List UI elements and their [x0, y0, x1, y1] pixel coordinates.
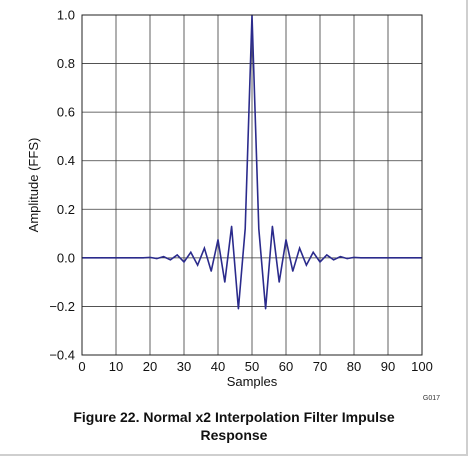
- x-tick-label: 80: [347, 359, 361, 374]
- x-tick-label: 90: [381, 359, 395, 374]
- x-tick-label: 60: [279, 359, 293, 374]
- data-point: [237, 308, 239, 310]
- data-point: [305, 264, 307, 266]
- x-axis-title: Samples: [227, 374, 278, 389]
- y-tick-label: 0.6: [57, 105, 75, 120]
- figure-code: G017: [423, 395, 440, 402]
- x-tick-label: 100: [411, 359, 433, 374]
- data-point: [278, 281, 280, 283]
- x-tick-label: 40: [211, 359, 225, 374]
- data-point: [210, 270, 212, 272]
- x-tick-label: 50: [245, 359, 259, 374]
- y-tick-label: 1.0: [57, 8, 75, 23]
- figure-caption: Figure 22. Normal x2 Interpolation Filte…: [0, 408, 468, 444]
- data-point: [394, 257, 396, 259]
- data-point: [387, 257, 389, 259]
- data-point: [149, 256, 151, 258]
- data-point: [135, 257, 137, 259]
- data-point: [129, 257, 131, 259]
- data-point: [244, 228, 246, 230]
- caption-line-1: Figure 22. Normal x2 Interpolation Filte…: [73, 409, 395, 425]
- data-point: [407, 257, 409, 259]
- data-point: [258, 228, 260, 230]
- caption-line-2: Response: [200, 427, 268, 443]
- data-point: [169, 259, 171, 261]
- x-tick-label: 20: [143, 359, 157, 374]
- x-tick-label: 70: [313, 359, 327, 374]
- data-point: [373, 257, 375, 259]
- data-point: [292, 270, 294, 272]
- data-point: [339, 256, 341, 258]
- x-tick-label: 10: [109, 359, 123, 374]
- data-point: [176, 254, 178, 256]
- data-point: [183, 261, 185, 263]
- data-point: [285, 239, 287, 241]
- data-point: [101, 257, 103, 259]
- plot-border: [81, 14, 423, 356]
- data-point: [326, 254, 328, 256]
- data-point: [122, 257, 124, 259]
- data-point: [319, 261, 321, 263]
- y-tick-label: 0.0: [57, 250, 75, 265]
- y-tick-label: 0.8: [57, 56, 75, 71]
- data-point: [299, 247, 301, 249]
- y-tick-label: −0.2: [49, 299, 75, 314]
- impulse-response-chart: 0 10 20 30 40 50 60 70 80 90 100 −0.4 −0.2 0.0 0.2 0.4 0…: [26, 8, 440, 403]
- data-point: [217, 239, 219, 241]
- data-point: [95, 257, 97, 259]
- x-tick-label: 30: [177, 359, 191, 374]
- data-point: [190, 251, 192, 253]
- data-point: [156, 257, 158, 260]
- data-point: [163, 256, 165, 258]
- y-tick-label: −0.4: [49, 348, 75, 363]
- data-point: [203, 247, 205, 249]
- y-tick-label: 0.4: [57, 153, 75, 168]
- data-point: [265, 308, 267, 310]
- data-point: [231, 225, 233, 227]
- data-point: [367, 257, 369, 259]
- x-tick-label: 0: [78, 359, 85, 374]
- data-point: [312, 251, 314, 253]
- data-point: [414, 257, 416, 259]
- data-point: [88, 257, 90, 259]
- data-point: [115, 257, 117, 259]
- tick-labels: 0 10 20 30 40 50 60 70 80 90 100 −0.4 −0.2 0.0 0.2 0.4 0…: [49, 8, 433, 375]
- data-point: [380, 257, 382, 259]
- data-point: [142, 257, 144, 259]
- data-point: [197, 264, 199, 266]
- data-point: [353, 256, 355, 258]
- data-point: [346, 257, 348, 260]
- y-axis-title: Amplitude (FFS): [26, 138, 41, 233]
- data-point: [333, 259, 335, 261]
- data-point: [108, 257, 110, 259]
- data-point: [271, 225, 273, 227]
- y-tick-label: 0.2: [57, 202, 75, 217]
- data-point: [360, 257, 362, 259]
- data-point: [224, 281, 226, 283]
- data-point: [401, 257, 403, 259]
